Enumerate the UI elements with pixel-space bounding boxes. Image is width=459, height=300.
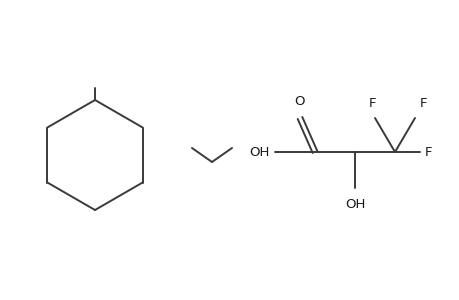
Text: F: F <box>424 146 431 158</box>
Text: O: O <box>294 95 305 108</box>
Text: F: F <box>369 97 376 110</box>
Text: F: F <box>419 97 426 110</box>
Text: OH: OH <box>249 146 269 158</box>
Text: OH: OH <box>344 198 364 211</box>
